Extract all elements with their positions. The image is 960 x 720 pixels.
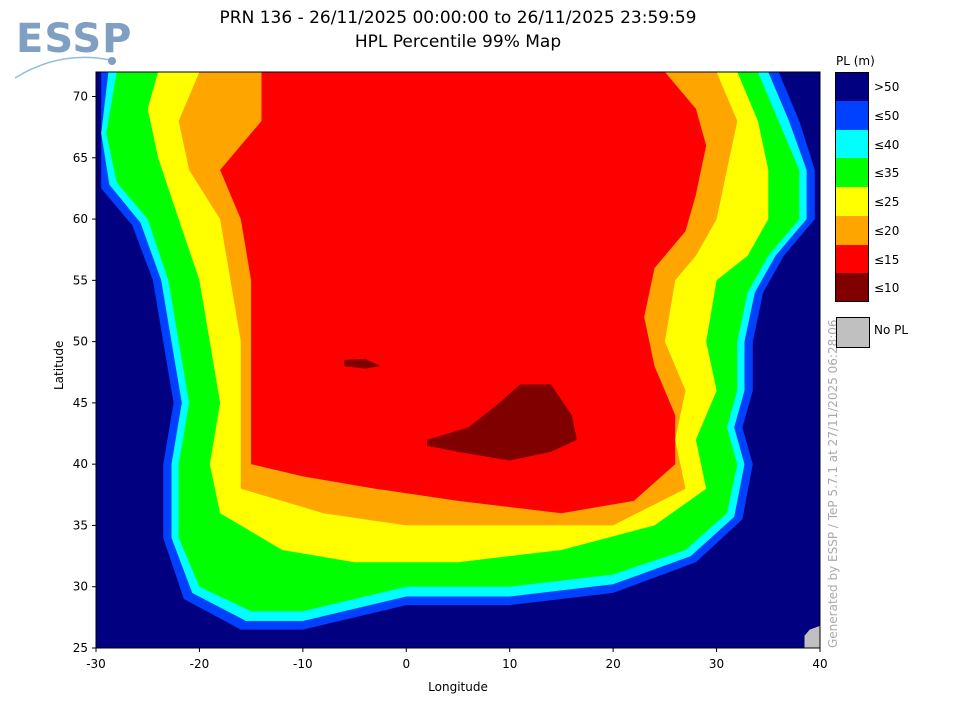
legend-label: ≤40 (874, 137, 900, 152)
region-le10 (427, 384, 577, 461)
y-tick-label: 25 (73, 641, 88, 655)
legend-swatch (836, 129, 869, 159)
legend-label: ≤10 (874, 281, 900, 296)
legend-label: >50 (874, 80, 900, 94)
region-le10 (344, 358, 381, 369)
x-axis-label: Longitude (428, 680, 488, 694)
x-tick-label: 30 (709, 657, 724, 671)
contour-regions (101, 72, 820, 648)
y-tick-label: 55 (73, 273, 88, 287)
legend-title: PL (m) (836, 54, 875, 68)
logo-arc-icon (14, 56, 116, 79)
legend-swatch (836, 215, 869, 245)
y-tick-label: 45 (73, 396, 88, 410)
legend-label: ≤50 (874, 108, 900, 123)
y-tick-label: 35 (73, 518, 88, 532)
y-tick-label: 50 (73, 335, 88, 349)
region-le15 (220, 72, 707, 514)
map-title-line1: PRN 136 - 26/11/2025 00:00:00 to 26/11/2… (219, 8, 697, 28)
map-title-line2: HPL Percentile 99% Map (354, 32, 562, 52)
y-tick-label: 65 (73, 151, 88, 165)
y-tick-label: 40 (73, 457, 88, 471)
legend-swatch-no-pl (836, 317, 870, 348)
y-axis-label: Latitude (52, 340, 66, 390)
x-tick-label: -20 (190, 657, 210, 671)
y-tick-label: 70 (73, 90, 88, 104)
logo-text: ESSP (16, 16, 133, 62)
x-tick-label: -30 (86, 657, 106, 671)
legend-label: ≤35 (874, 166, 900, 181)
legend-label-no-pl: No PL (874, 323, 909, 337)
x-tick-label: 20 (606, 657, 621, 671)
x-tick-label: 0 (402, 657, 410, 671)
legend-swatch (836, 244, 869, 274)
legend-label: ≤25 (874, 195, 900, 209)
x-tick-label: 10 (502, 657, 517, 671)
legend-swatch (836, 187, 869, 216)
legend-swatch (836, 72, 869, 101)
y-tick-label: 30 (73, 580, 88, 594)
region-no-pl (804, 625, 820, 648)
x-tick-label: 40 (812, 657, 827, 671)
legend-swatch (836, 158, 869, 188)
legend-label: ≤20 (874, 223, 900, 238)
y-tick-label: 60 (73, 212, 88, 226)
credit-text: Generated by ESSP / TeP 5.7.1 at 27/11/2… (826, 319, 840, 648)
legend-swatch (836, 100, 869, 130)
legend-swatch (836, 273, 869, 303)
plot-frame (95, 71, 821, 649)
essp-logo: ESSP (16, 16, 132, 62)
legend-label: ≤15 (874, 252, 900, 267)
x-tick-label: -10 (293, 657, 313, 671)
